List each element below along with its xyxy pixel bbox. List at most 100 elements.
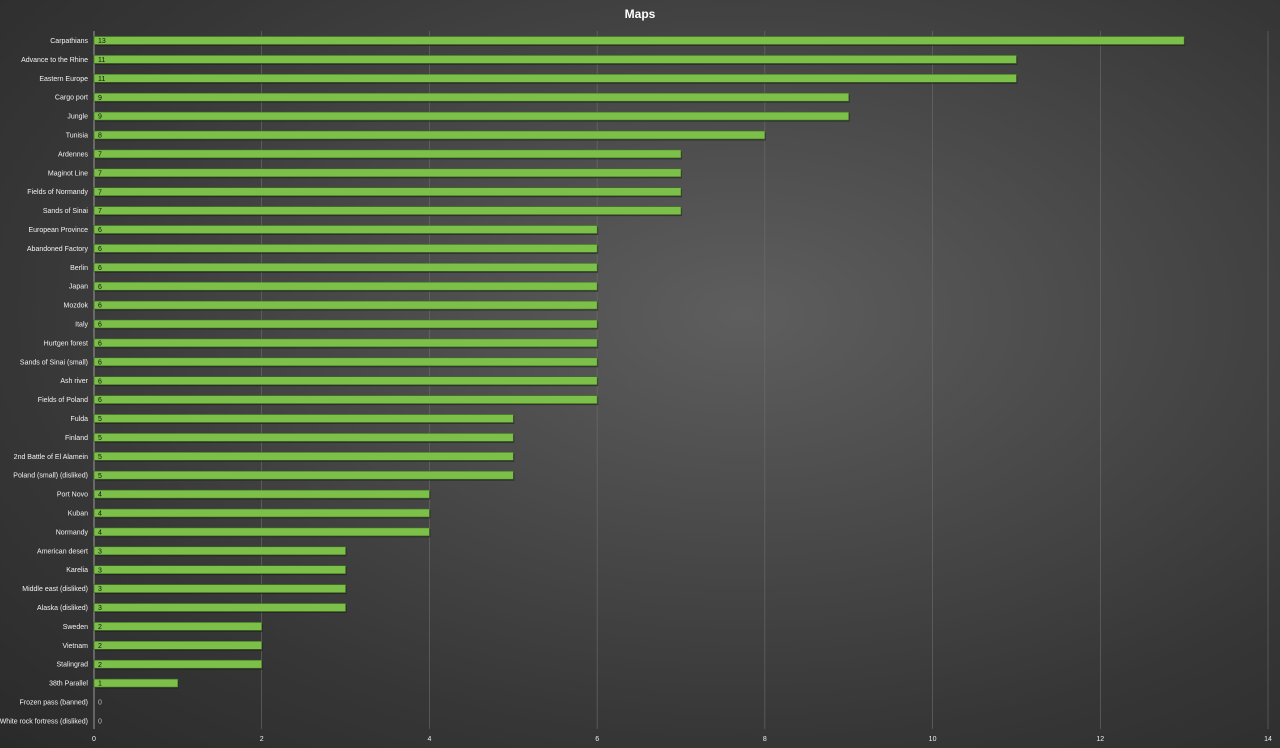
- category-label: Fields of Poland: [38, 397, 88, 404]
- category-label: Hurtgen forest: [44, 340, 88, 347]
- bar: [93, 527, 430, 537]
- data-labels: 13 11 11 9 9 8 7 7 7 7 6 6 6 6 6 6 6 6 6 6 5 5 5 5 4 4 4 3 3 3 3 2 2 2 1 0 0: [98, 38, 106, 725]
- x-tick-label: 14: [1264, 736, 1272, 743]
- data-label: 6: [98, 265, 102, 272]
- data-label: 7: [98, 152, 102, 159]
- data-label: 9: [98, 114, 102, 121]
- bar: [93, 470, 514, 480]
- bar: [93, 111, 850, 121]
- data-label: 1: [98, 681, 102, 688]
- bar: [93, 130, 766, 140]
- category-label: Poland (small) (disliked): [13, 473, 88, 480]
- bar: [93, 433, 514, 442]
- x-tick-label: 4: [427, 736, 431, 743]
- category-label: Berlin: [70, 265, 88, 272]
- data-label: 6: [98, 378, 102, 385]
- category-label: Kuban: [68, 511, 88, 518]
- category-label: 38th Parallel: [49, 681, 88, 688]
- data-label: 5: [98, 435, 102, 442]
- x-tick-labels: 0 2 4 6 8 10 12 14: [92, 736, 1272, 743]
- data-label: 6: [98, 284, 102, 291]
- bar: [93, 338, 598, 348]
- x-tick-label: 10: [929, 736, 937, 743]
- bar: [93, 584, 346, 593]
- category-label: Sands of Sinai: [43, 208, 89, 215]
- category-labels: Carpathians Advance to the Rhine Eastern E…: [0, 38, 89, 725]
- bar: [93, 565, 346, 575]
- data-label: 7: [98, 170, 102, 177]
- category-label: Abandoned Factory: [27, 246, 89, 253]
- category-label: Japan: [69, 284, 88, 291]
- bar: [93, 414, 514, 423]
- data-label: 6: [98, 322, 102, 329]
- data-label: 6: [98, 246, 102, 253]
- bar: [93, 489, 430, 499]
- category-label: Ash river: [60, 378, 88, 385]
- data-label: 6: [98, 397, 102, 404]
- x-tick-label: 0: [92, 736, 96, 743]
- x-tick-label: 2: [260, 736, 264, 743]
- data-label: 4: [98, 530, 102, 537]
- bars: [93, 36, 1186, 689]
- category-label: American desert: [37, 548, 88, 555]
- bar: [93, 244, 598, 253]
- data-label: 2: [98, 624, 102, 631]
- data-label: 6: [98, 359, 102, 366]
- bar: [93, 300, 598, 310]
- x-tick-label: 8: [763, 736, 767, 743]
- data-label: 6: [98, 227, 102, 234]
- data-label: 7: [98, 189, 102, 196]
- bar: [93, 74, 1017, 83]
- bar: [93, 376, 598, 386]
- bar: [93, 262, 598, 272]
- data-label: 3: [98, 605, 102, 612]
- data-label: 5: [98, 416, 102, 423]
- category-label: Sweden: [63, 624, 88, 631]
- bar: [93, 225, 598, 234]
- data-label: 6: [98, 303, 102, 310]
- bar: [93, 92, 850, 102]
- bar: [93, 508, 430, 518]
- category-label: White rock fortress (disliked): [0, 718, 88, 725]
- data-label: 5: [98, 473, 102, 480]
- data-label: 6: [98, 341, 102, 348]
- category-label: Tunisia: [66, 133, 88, 140]
- category-label: Karelia: [66, 567, 88, 574]
- bar: [93, 678, 179, 688]
- bar: [93, 603, 346, 612]
- data-label: 11: [98, 76, 105, 83]
- data-label: 13: [98, 38, 106, 45]
- bar: [93, 206, 682, 215]
- data-label: 4: [98, 511, 102, 518]
- category-label: Stalingrad: [56, 662, 88, 669]
- bar: [93, 357, 598, 367]
- category-label: Mozdok: [63, 303, 88, 310]
- category-label: Carpathians: [50, 38, 88, 45]
- bar: [93, 149, 682, 159]
- category-label: Advance to the Rhine: [21, 57, 88, 64]
- category-label: Ardennes: [58, 151, 88, 158]
- bar: [93, 395, 598, 404]
- category-label: 2nd Battle of El Alamein: [14, 454, 88, 461]
- data-label: 0: [98, 700, 102, 707]
- category-label: Alaska (disliked): [37, 605, 88, 612]
- category-label: Maginot Line: [48, 170, 88, 177]
- data-label: 8: [98, 133, 102, 140]
- data-label: 4: [98, 492, 102, 499]
- data-label: 2: [98, 643, 102, 650]
- category-label: Middle east (disliked): [22, 586, 88, 593]
- category-label: Frozen pass (banned): [20, 700, 88, 707]
- bar: [93, 622, 263, 631]
- x-tick-label: 6: [595, 736, 599, 743]
- category-label: Cargo port: [55, 95, 88, 102]
- category-label: Jungle: [67, 114, 88, 121]
- data-label: 0: [98, 719, 102, 726]
- data-label: 7: [98, 208, 102, 215]
- category-label: Finland: [65, 435, 88, 442]
- bar: [93, 168, 682, 178]
- data-label: 5: [98, 454, 102, 461]
- category-label: Sands of Sinai (small): [20, 359, 88, 366]
- bar: [93, 640, 263, 650]
- bar: [93, 187, 682, 196]
- x-tick-label: 12: [1096, 736, 1104, 743]
